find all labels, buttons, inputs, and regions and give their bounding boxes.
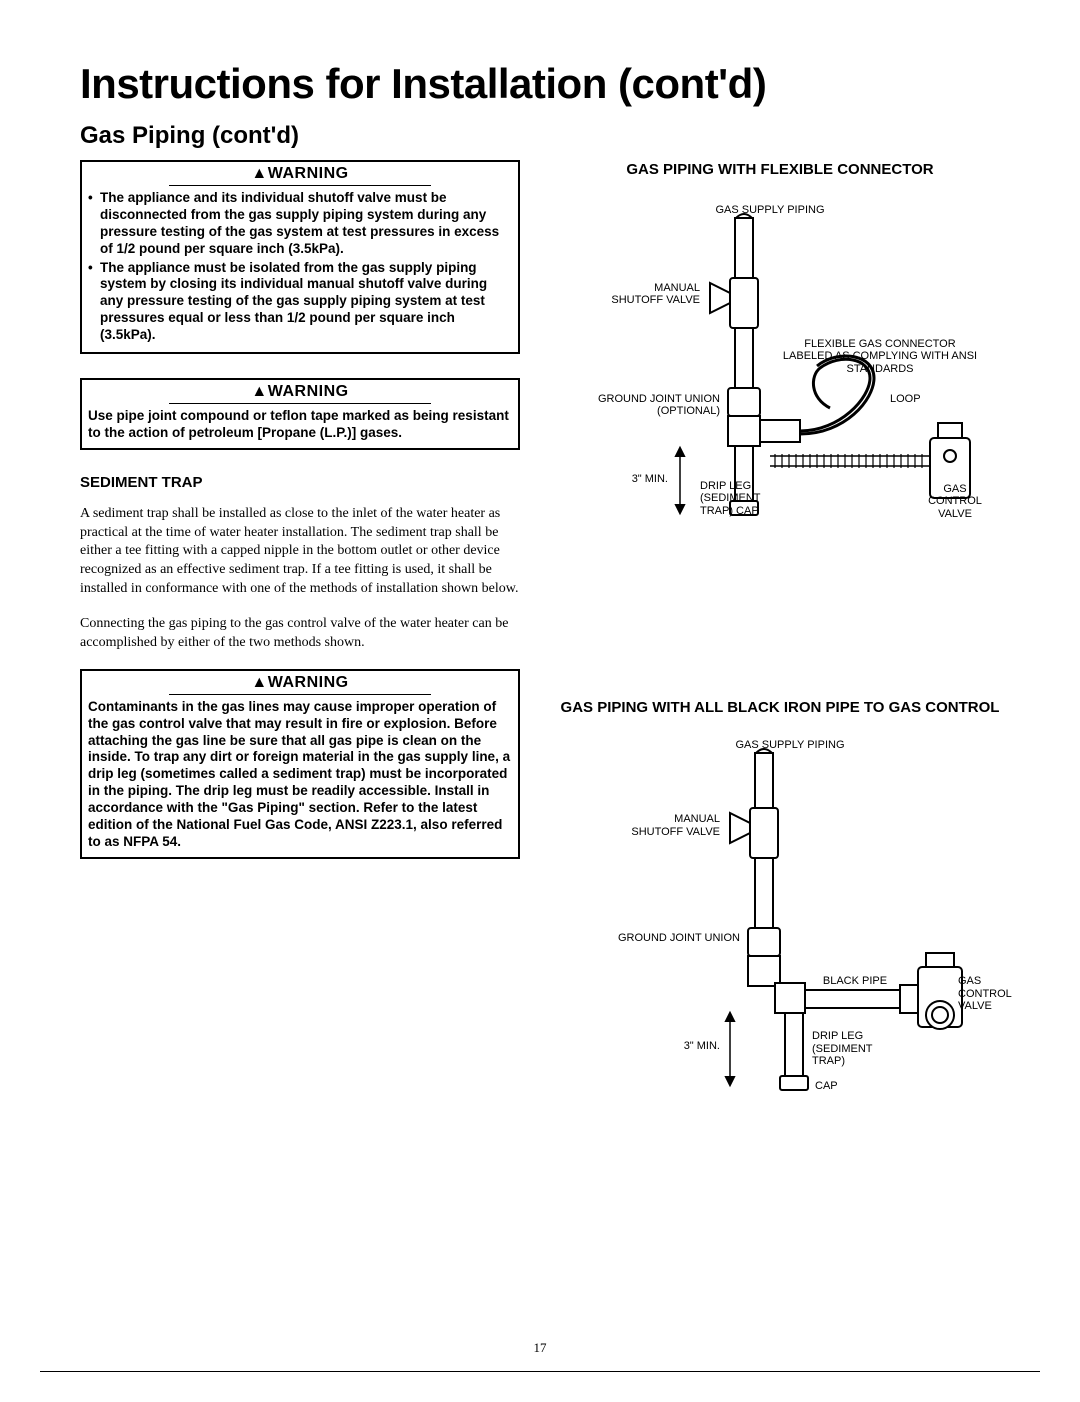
label-loop: LOOP [890,393,921,406]
warning-item: The appliance and its individual shutoff… [88,190,512,258]
label-3-min: 3" MIN. [608,473,668,486]
label-gas-valve: GAS CONTROL VALVE [915,483,995,521]
warning-label: ▲WARNING [169,380,431,404]
label-shutoff: MANUAL SHUTOFF VALVE [620,813,720,838]
figure-2-title: GAS PIPING WITH ALL BLACK IRON PIPE TO G… [560,698,1000,718]
label-cap: CAP [815,1080,838,1093]
warning-body: Contaminants in the gas lines may cause … [82,694,518,857]
bottom-rule [40,1371,1040,1373]
warning-body: Use pipe joint compound or teflon tape m… [82,403,518,448]
right-column: GAS PIPING WITH FLEXIBLE CONNECTOR [560,160,1000,1155]
warning-box-2: ▲WARNING Use pipe joint compound or tefl… [80,378,520,450]
label-union: GROUND JOINT UNION [605,932,740,945]
page-title: Instructions for Installation (cont'd) [80,60,1000,108]
label-gas-supply: GAS SUPPLY PIPING [705,204,835,217]
label-drip-leg: DRIP LEG (SEDIMENT TRAP) CAP [700,480,780,518]
two-column-layout: ▲WARNING The appliance and its individua… [80,160,1000,1155]
gas-piping-black-iron-svg [560,735,1000,1155]
section-title: Gas Piping (cont'd) [80,122,1000,150]
label-flex-connector: FLEXIBLE GAS CONNECTOR LABELED AS COMPLY… [780,338,980,376]
figure-1-diagram: GAS SUPPLY PIPING MANUAL SHUTOFF VALVE F… [560,198,1000,638]
sediment-paragraph-1: A sediment trap shall be installed as cl… [80,505,520,599]
sediment-heading: SEDIMENT TRAP [80,474,520,491]
label-gas-valve: GAS CONTROL VALVE [958,975,1018,1013]
page-number: 17 [534,1340,547,1356]
warning-box-1: ▲WARNING The appliance and its individua… [80,160,520,354]
sediment-paragraph-2: Connecting the gas piping to the gas con… [80,615,520,653]
label-black-pipe: BLACK PIPE [815,975,895,988]
warning-item: The appliance must be isolated from the … [88,260,512,344]
warning-label: ▲WARNING [169,162,431,186]
label-union-optional: GROUND JOINT UNION (OPTIONAL) [570,393,720,418]
left-column: ▲WARNING The appliance and its individua… [80,160,520,1155]
label-gas-supply: GAS SUPPLY PIPING [725,739,855,752]
warning-box-3: ▲WARNING Contaminants in the gas lines m… [80,669,520,859]
label-3-min: 3" MIN. [660,1040,720,1053]
warning-body: The appliance and its individual shutoff… [82,185,518,352]
label-drip-leg: DRIP LEG (SEDIMENT TRAP) [812,1030,892,1068]
warning-label: ▲WARNING [169,671,431,695]
label-shutoff: MANUAL SHUTOFF VALVE [600,282,700,307]
figure-2-diagram: GAS SUPPLY PIPING MANUAL SHUTOFF VALVE G… [560,735,1000,1155]
figure-1-title: GAS PIPING WITH FLEXIBLE CONNECTOR [560,160,1000,180]
